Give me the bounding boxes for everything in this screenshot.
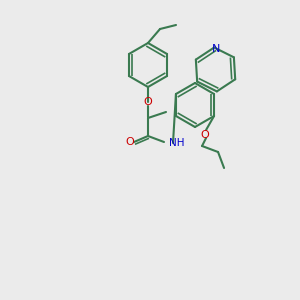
Text: NH: NH	[169, 138, 184, 148]
Text: O: O	[144, 97, 152, 107]
Text: O: O	[201, 130, 209, 140]
Text: O: O	[126, 137, 134, 147]
Text: N: N	[212, 44, 220, 55]
